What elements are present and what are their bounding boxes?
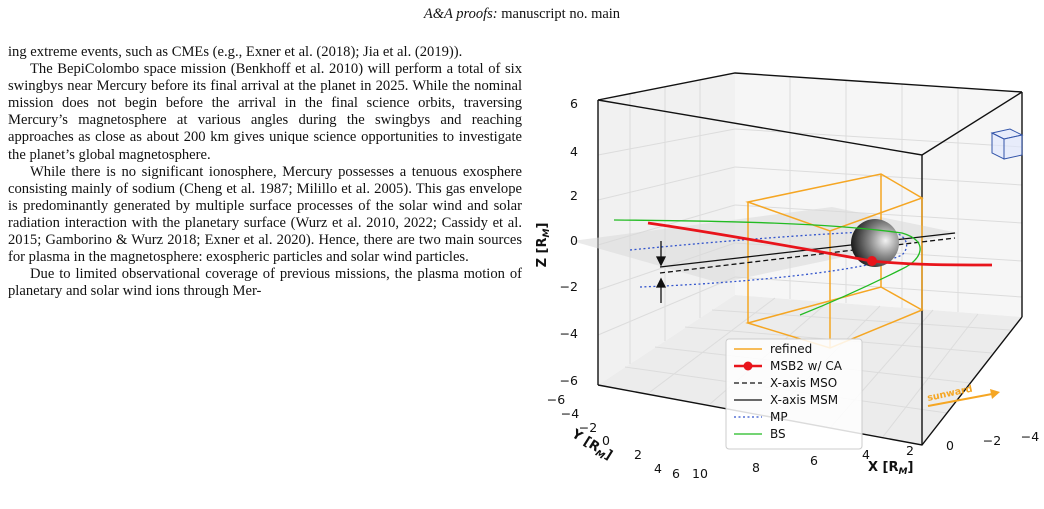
z-tick-label: 0: [570, 233, 578, 248]
journal-name: A&A proofs:: [423, 6, 498, 22]
text-column: ing extreme events, such as CMEs (e.g., …: [8, 44, 522, 300]
sunward-arrow-line: [927, 393, 993, 407]
y-tick-label: 6: [672, 466, 680, 481]
y-tick-label: 4: [654, 461, 662, 476]
y-tick-label: −6: [547, 392, 565, 407]
x-tick-label: 4: [862, 447, 870, 462]
paragraph-1: ing extreme events, such as CMEs (e.g., …: [8, 44, 463, 60]
page-header: A&A proofs: manuscript no. main: [0, 6, 1044, 23]
z-axis-label: Z [RM]: [535, 223, 552, 268]
x-tick-labels: 10 8 6 4 2 0 −2 −4: [692, 429, 1039, 481]
x-tick-label: −2: [983, 433, 1001, 448]
x-tick-label: 10: [692, 466, 708, 481]
z-tick-labels: 6 4 2 0 −2 −4 −6: [560, 96, 578, 388]
legend-marker-msb2: [743, 361, 753, 371]
legend-label-msb2: MSB2 w/ CA: [770, 359, 843, 373]
legend-label-bs: BS: [770, 427, 786, 441]
sunward-arrow-head: [990, 389, 1000, 399]
z-tick-label: 4: [570, 144, 578, 159]
x-tick-label: −4: [1021, 429, 1039, 444]
legend-label-refined: refined: [770, 342, 812, 356]
legend-label-msm: X-axis MSM: [770, 393, 838, 407]
y-tick-label: 2: [634, 447, 642, 462]
z-tick-label: 6: [570, 96, 578, 111]
legend-label-mp: MP: [770, 410, 788, 424]
y-tick-labels: −6 −4 −2 0 2 4 6: [547, 392, 680, 481]
x-axis-mso-line: [659, 237, 956, 274]
grid-lines: [597, 77, 1023, 439]
offset-arrows: [655, 241, 667, 303]
legend: refined MSB2 w/ CA X-axis MSO X-axis MSM…: [725, 338, 863, 450]
paragraph-4: Due to limited observational coverage of…: [8, 266, 522, 300]
x-tick-label: 8: [752, 460, 760, 475]
paragraph-3: While there is no significant ionosphere…: [8, 163, 522, 266]
y-tick-label: −2: [579, 420, 597, 435]
z-tick-label: −4: [560, 326, 578, 341]
closest-approach-marker: [867, 256, 877, 266]
plot-canvas: sunward 6 4 2 0 −2 −4 −6 Z [RM] −6 −4 −2…: [535, 72, 1039, 481]
paragraph-2: The BepiColombo space mission (Benkhoff …: [8, 61, 522, 163]
z-tick-label: −2: [560, 279, 578, 294]
z-tick-label: −6: [560, 373, 578, 388]
x-tick-label: 6: [810, 453, 818, 468]
y-tick-label: 0: [602, 433, 610, 448]
legend-label-mso: X-axis MSO: [770, 376, 837, 390]
x-tick-label: 2: [906, 443, 914, 458]
x-tick-label: 0: [946, 438, 954, 453]
corner-cube: [990, 128, 1024, 160]
x-axis-label: X [RM]: [868, 460, 913, 477]
manuscript-number: manuscript no. main: [501, 6, 621, 22]
bs-curve: [613, 219, 921, 316]
y-tick-label: −4: [561, 406, 579, 421]
z-tick-label: 2: [570, 188, 578, 203]
figure-3d-plot: sunward 6 4 2 0 −2 −4 −6 Z [RM] −6 −4 −2…: [530, 55, 1044, 509]
msb2-trajectory: [647, 221, 993, 267]
